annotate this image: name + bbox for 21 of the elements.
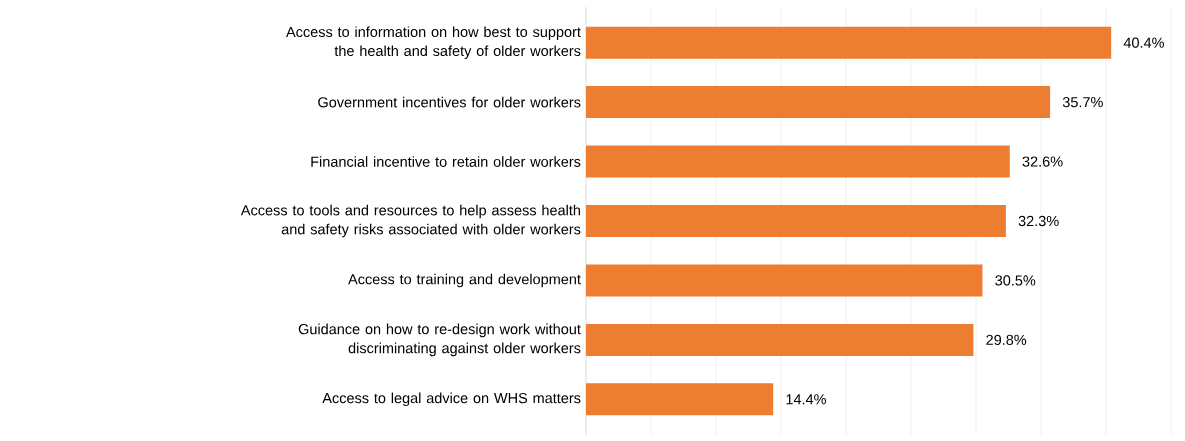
bar	[586, 86, 1051, 119]
y-tick-label: Financial incentive to retain older workers	[311, 156, 581, 167]
bar	[586, 264, 983, 297]
bar	[586, 323, 974, 356]
y-tick-label: Access to tools and resources to help assess health and safety risks associated with older workers	[240, 204, 581, 238]
y-tick-label: Access to training and development	[348, 273, 581, 288]
bar	[586, 383, 774, 416]
data-label: 35.7%	[1062, 96, 1103, 108]
bar	[586, 26, 1112, 59]
data-label: 32.6%	[1022, 156, 1063, 167]
data-label: 32.3%	[1018, 215, 1059, 227]
data-label: 14.4%	[786, 394, 826, 405]
y-tick-label: Access to information on how best to support the health and safety of older workers	[286, 26, 581, 59]
data-label: 30.5%	[995, 275, 1036, 286]
y-tick-label: Government incentives for older workers	[318, 96, 581, 108]
bar	[586, 205, 1006, 237]
bar	[586, 145, 1010, 178]
y-tick-label: Access to legal advice on WHS matters	[322, 392, 581, 407]
data-label: 29.8%	[986, 334, 1027, 346]
y-tick-label: Guidance on how to re-design work without discriminating against older workers	[298, 323, 581, 357]
data-label: 40.4%	[1123, 37, 1164, 48]
